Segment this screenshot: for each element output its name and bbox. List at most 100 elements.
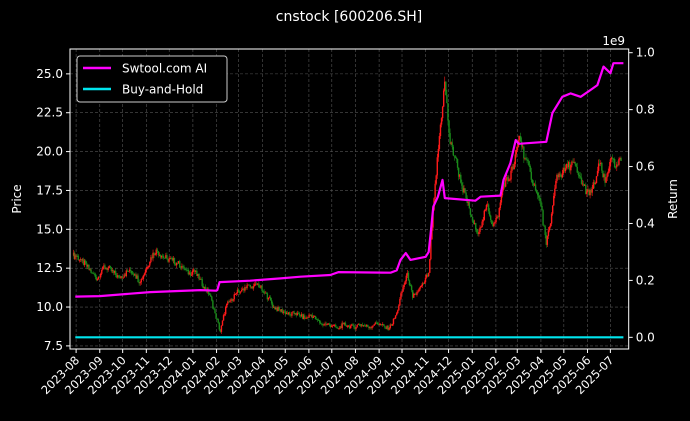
candle-body: [261, 285, 263, 291]
candle-body: [547, 230, 550, 237]
candle-body: [470, 214, 473, 217]
candle-body: [367, 324, 369, 327]
candle-body: [394, 315, 397, 319]
candle-body: [485, 204, 488, 210]
candle-body: [568, 162, 570, 168]
candle-body: [582, 183, 585, 186]
candle-body: [99, 273, 102, 278]
candle-body: [198, 273, 200, 280]
candle-body: [214, 309, 216, 314]
candle-body: [338, 328, 340, 330]
candle-body: [232, 299, 234, 301]
candle-body: [379, 324, 382, 325]
y-tick-label-left: 17.5: [36, 183, 63, 197]
candle-body: [408, 280, 411, 286]
candle-body: [200, 278, 202, 280]
candle-body: [165, 255, 167, 259]
candle-body: [565, 164, 568, 169]
candle-body: [360, 324, 363, 326]
candle-body: [551, 205, 554, 214]
candle-body: [223, 314, 226, 316]
candle-body: [444, 81, 446, 91]
candle-body: [545, 235, 547, 245]
candle-body: [564, 168, 567, 172]
candle-body: [225, 307, 227, 315]
candle-body: [92, 272, 94, 274]
candle-body: [430, 239, 432, 260]
candle-body: [277, 306, 279, 312]
candle-body: [591, 188, 593, 193]
candle-body: [457, 167, 460, 177]
candle-body: [196, 270, 198, 276]
candle-body: [111, 270, 114, 272]
candle-body: [538, 195, 540, 198]
candle-body: [441, 106, 444, 119]
candle-body: [490, 215, 492, 220]
candle-body: [319, 320, 321, 323]
candle-body: [370, 327, 372, 329]
candle-body: [399, 298, 401, 306]
candle-body: [158, 254, 161, 256]
candle-body: [421, 283, 424, 286]
candle-body: [356, 324, 358, 328]
candle-body: [221, 320, 224, 326]
candle-body: [469, 208, 472, 215]
candle-body: [175, 262, 178, 266]
candle-body: [264, 292, 266, 294]
candle-body: [424, 277, 427, 283]
candle-body: [112, 270, 115, 273]
candle-body: [156, 249, 159, 252]
candle-body: [217, 319, 219, 323]
candle-body: [117, 275, 119, 278]
candle-body: [447, 102, 449, 121]
candle-body: [89, 269, 91, 271]
candle-body: [491, 219, 493, 224]
candle-body: [548, 226, 551, 231]
candle-body: [176, 262, 179, 264]
candle-body: [580, 177, 583, 184]
candle-body: [419, 287, 421, 289]
candle-body: [446, 94, 448, 103]
candle-body: [153, 252, 155, 255]
candle-body: [557, 174, 559, 178]
candle-body: [435, 175, 437, 184]
candle-body: [249, 284, 251, 288]
candle-body: [289, 312, 291, 315]
candle-body: [329, 324, 332, 327]
candle-body: [472, 220, 475, 224]
candle-body: [97, 276, 100, 280]
candle-body: [257, 283, 259, 285]
candle-body: [169, 258, 171, 260]
y-axis-left-label: Price: [10, 184, 24, 213]
candle-body: [361, 324, 364, 327]
candle-body: [317, 320, 320, 321]
candle-body: [160, 255, 163, 258]
candle-body: [619, 158, 621, 160]
candle-body: [406, 272, 409, 276]
candle-body: [374, 322, 377, 325]
candle-body: [327, 323, 329, 325]
candle-body: [231, 299, 233, 301]
candle-body: [519, 136, 522, 142]
candle-body: [242, 288, 244, 290]
candle-body: [197, 273, 199, 276]
y-tick-label-left: 20.0: [36, 145, 63, 159]
candle-body: [137, 275, 139, 283]
candle-body: [237, 289, 240, 292]
candle-body: [492, 223, 494, 227]
y-tick-label-right: 0.8: [636, 103, 655, 117]
candle-body: [524, 157, 526, 159]
candle-body: [244, 287, 246, 291]
candle-body: [475, 223, 477, 230]
candle-body: [202, 286, 204, 289]
candle-body: [413, 293, 415, 298]
candle-body: [246, 285, 248, 289]
candle-body: [173, 258, 176, 265]
candle-body: [359, 324, 362, 326]
candle-body: [574, 161, 576, 164]
candle-body: [133, 273, 135, 276]
candle-body: [106, 268, 108, 270]
y-tick-label-left: 12.5: [36, 261, 63, 275]
candle-body: [314, 315, 317, 320]
